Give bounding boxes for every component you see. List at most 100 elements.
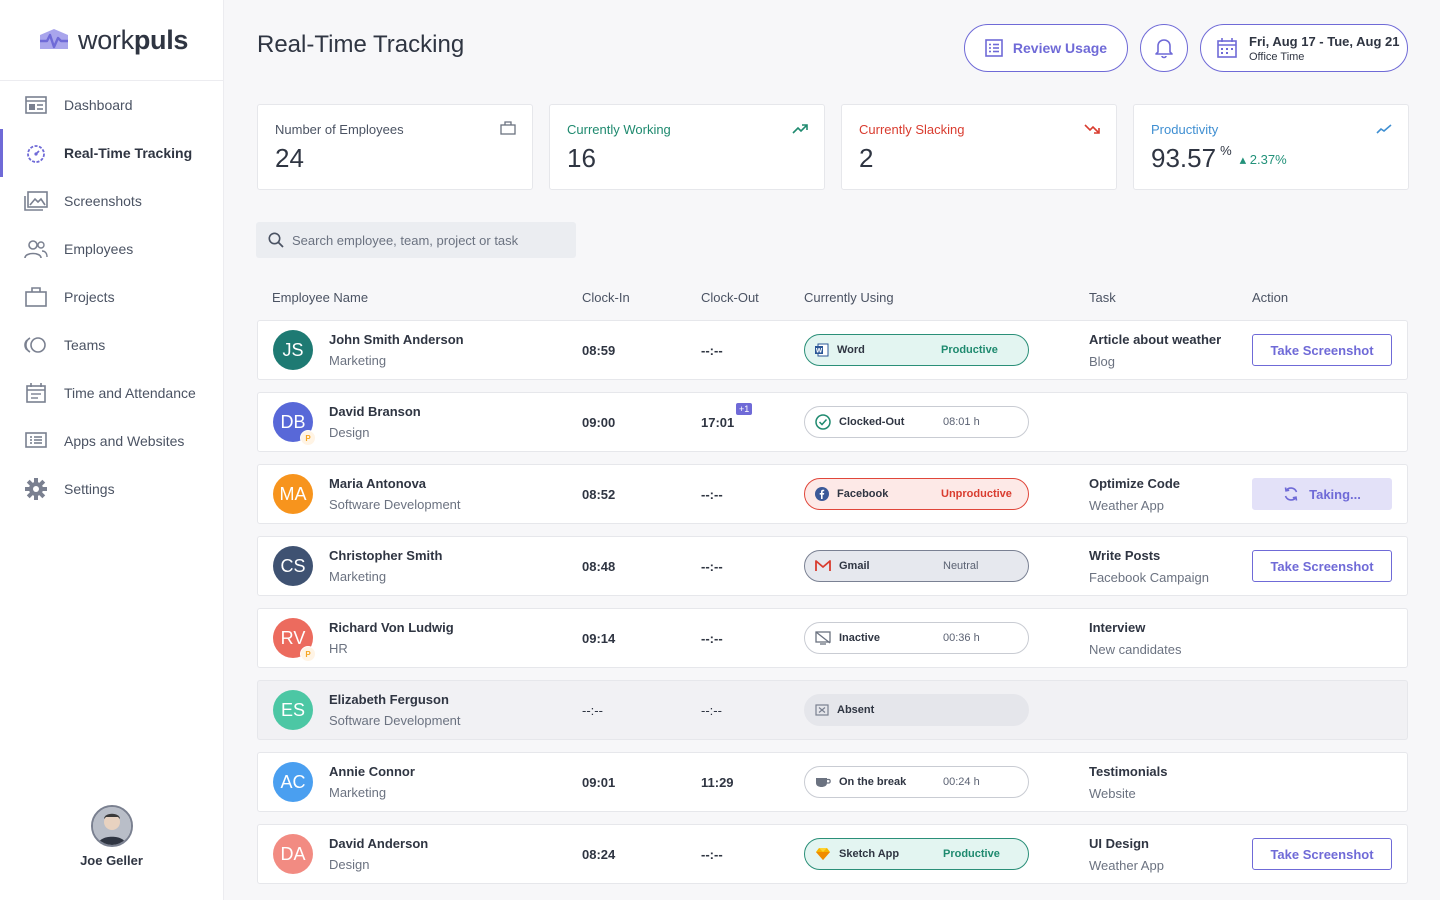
- clock-in-time: 09:00: [582, 415, 616, 430]
- column-header-task[interactable]: Task: [1089, 290, 1116, 305]
- stat-unit: %: [1220, 143, 1232, 158]
- notifications-button[interactable]: [1140, 24, 1188, 72]
- sidebar-item-projects[interactable]: Projects: [0, 273, 223, 321]
- trend-up-icon: [792, 121, 808, 139]
- employee-name[interactable]: Richard Von Ludwig: [329, 620, 454, 635]
- clock-in-time: 08:52: [582, 487, 616, 502]
- stat-value: 93.57: [1151, 143, 1217, 173]
- employee-name[interactable]: John Smith Anderson: [329, 332, 464, 347]
- app-usage-pill: On the break 00:24 h: [804, 766, 1029, 798]
- sidebar-item-time-and-attendance[interactable]: Time and Attendance: [0, 369, 223, 417]
- column-header-clock-in[interactable]: Clock-In: [582, 290, 630, 305]
- page-title: Real-Time Tracking: [257, 31, 465, 58]
- table-row[interactable]: AC Annie Connor Marketing 09:01 11:29 On…: [257, 752, 1408, 812]
- workpuls-logo[interactable]: workpuls: [38, 24, 188, 56]
- gear-icon: [24, 477, 48, 501]
- logo-word-bold: puls: [133, 24, 189, 55]
- sidebar-item-label: Projects: [64, 289, 115, 305]
- table-row[interactable]: MA Maria Antonova Software Development 0…: [257, 464, 1408, 524]
- trend-down-icon: [1084, 121, 1100, 139]
- column-header-clock-out[interactable]: Clock-Out: [701, 290, 759, 305]
- task-name: Write Posts: [1089, 548, 1161, 563]
- table-row[interactable]: ES Elizabeth Ferguson Software Developme…: [257, 680, 1408, 740]
- word-icon: W: [815, 343, 829, 357]
- clock-out-time: 11:29: [701, 775, 734, 790]
- app-name: Clocked-Out: [839, 416, 905, 428]
- sidebar-item-label: Time and Attendance: [64, 385, 196, 401]
- sidebar-item-screenshots[interactable]: Screenshots: [0, 177, 223, 225]
- review-usage-button[interactable]: Review Usage: [964, 24, 1128, 72]
- table-row[interactable]: DB P David Branson Design 09:00 17:01 +1…: [257, 392, 1408, 452]
- avatar[interactable]: [90, 805, 133, 847]
- sidebar-item-apps-and-websites[interactable]: Apps and Websites: [0, 417, 223, 465]
- employee-name[interactable]: David Anderson: [329, 836, 429, 851]
- app-duration: 00:24 h: [943, 776, 980, 788]
- date-range-subtitle: Office Time: [1249, 50, 1305, 63]
- table-row[interactable]: CS Christopher Smith Marketing 08:48 --:…: [257, 536, 1408, 596]
- dashboard-icon: [24, 93, 48, 117]
- search-input[interactable]: [292, 232, 562, 248]
- sidebar-item-settings[interactable]: Settings: [0, 465, 223, 513]
- employees-icon: [24, 237, 48, 261]
- take-screenshot-button[interactable]: Take Screenshot: [1252, 838, 1392, 870]
- employee-name[interactable]: Maria Antonova: [329, 476, 427, 491]
- sidebar-item-real-time-tracking[interactable]: Real-Time Tracking: [0, 129, 223, 177]
- sidebar-nav: Dashboard Real-Time Tracking Screenshots…: [0, 81, 223, 513]
- sidebar-item-label: Settings: [64, 481, 115, 497]
- sidebar-item-employees[interactable]: Employees: [0, 225, 223, 273]
- avatar: DB: [273, 402, 313, 442]
- gmail-icon: [815, 560, 831, 571]
- table-row[interactable]: DA David Anderson Design 08:24 --:-- Ske…: [257, 824, 1408, 884]
- stat-card-productivity: Productivity 93.57 % ▴ 2.37%: [1133, 104, 1409, 190]
- search-bar[interactable]: [256, 222, 576, 258]
- date-range-picker[interactable]: Fri, Aug 17 - Tue, Aug 21 Office Time: [1200, 24, 1408, 72]
- sidebar-item-label: Apps and Websites: [64, 433, 185, 449]
- sidebar-item-teams[interactable]: Teams: [0, 321, 223, 369]
- employee-department: Marketing: [329, 569, 387, 584]
- take-screenshot-button[interactable]: Take Screenshot: [1252, 334, 1392, 366]
- workpuls-logo-icon: [40, 29, 68, 49]
- calendar-icon: [24, 381, 48, 405]
- timer-icon: [24, 141, 48, 165]
- clock-out-time: --:--: [701, 703, 722, 718]
- app-usage-pill: Clocked-Out 08:01 h: [804, 406, 1029, 438]
- employee-name[interactable]: David Branson: [329, 404, 421, 419]
- take-screenshot-button[interactable]: Take Screenshot: [1252, 550, 1392, 582]
- employee-name[interactable]: Annie Connor: [329, 764, 415, 779]
- stat-value: 24: [275, 143, 304, 173]
- task-project: Weather App: [1089, 498, 1164, 513]
- calendar-icon: [1217, 38, 1237, 58]
- app-usage-pill: W Word Productive: [804, 334, 1029, 366]
- column-header-employee-name[interactable]: Employee Name: [272, 290, 369, 305]
- column-header-action[interactable]: Action: [1252, 290, 1289, 305]
- briefcase-icon: [500, 121, 516, 140]
- taking-label: Taking...: [1309, 486, 1361, 502]
- task-project: Website: [1089, 786, 1136, 801]
- employee-name[interactable]: Christopher Smith: [329, 548, 443, 563]
- app-status: Productive: [941, 344, 998, 356]
- sidebar-item-label: Screenshots: [64, 193, 142, 209]
- clock-out-time: 17:01: [701, 415, 735, 430]
- app-name: Gmail: [839, 560, 870, 572]
- trend-line-icon: [1376, 121, 1392, 139]
- avatar: MA: [273, 474, 313, 514]
- taking-screenshot-button[interactable]: Taking...: [1252, 478, 1392, 510]
- table-row[interactable]: RV P Richard Von Ludwig HR 09:14 --:-- I…: [257, 608, 1408, 668]
- employee-department: Marketing: [329, 785, 387, 800]
- app-duration: 00:36 h: [943, 632, 980, 644]
- column-header-currently-using[interactable]: Currently Using: [804, 290, 894, 305]
- table-row[interactable]: JS John Smith Anderson Marketing 08:59 -…: [257, 320, 1408, 380]
- clock-in-time: 08:48: [582, 559, 616, 574]
- employee-department: Marketing: [329, 353, 387, 368]
- employee-department: Design: [329, 857, 370, 872]
- sketch-icon: [816, 848, 830, 860]
- search-icon: [268, 232, 284, 248]
- user-profile[interactable]: Joe Geller: [0, 805, 223, 868]
- sidebar-item-dashboard[interactable]: Dashboard: [0, 81, 223, 129]
- avatar: ES: [273, 690, 313, 730]
- employee-department: Design: [329, 425, 370, 440]
- task-project: Blog: [1089, 354, 1116, 369]
- employee-name[interactable]: Elizabeth Ferguson: [329, 692, 449, 707]
- svg-text:W: W: [816, 348, 823, 355]
- task-name: UI Design: [1089, 836, 1149, 851]
